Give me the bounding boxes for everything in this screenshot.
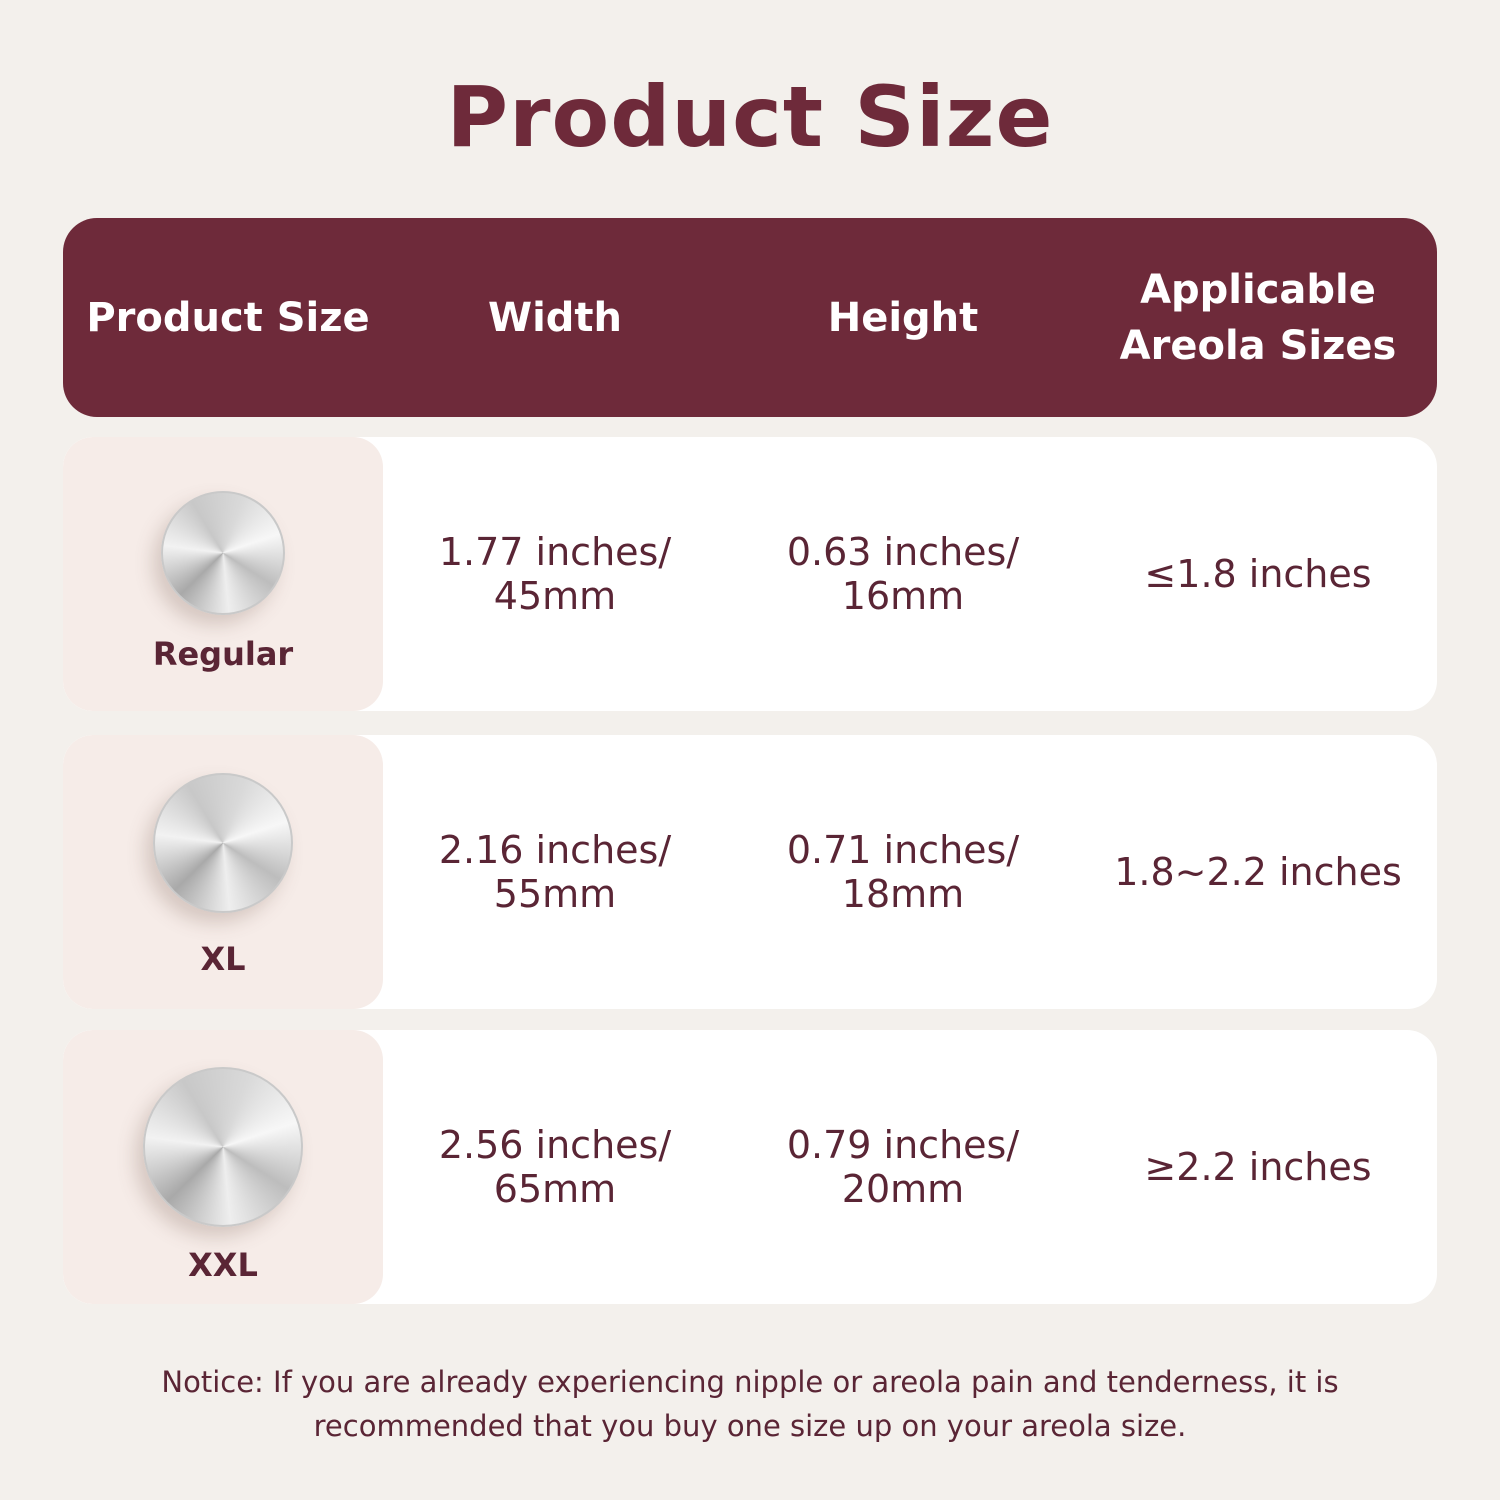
table-row: Regular 1.77 inches/ 45mm 0.63 inches/ 1… [63,437,1437,711]
header-width: Width [487,294,623,341]
product-image-xxl [143,1067,303,1227]
table-row: XL 2.16 inches/ 55mm 0.71 inches/ 18mm 1… [63,735,1437,1009]
areola-value: ≤1.8 inches [1144,552,1372,596]
table-header: Product Size Width Height Applicable Are… [63,218,1437,417]
size-cell: XXL [63,1030,383,1304]
areola-value: ≥2.2 inches [1144,1145,1372,1189]
table-row: XXL 2.56 inches/ 65mm 0.79 inches/ 20mm … [63,1030,1437,1304]
height-value: 0.63 inches/ 16mm [786,530,1020,618]
areola-value: 1.8~2.2 inches [1114,850,1402,894]
page-title: Product Size [446,68,1054,166]
size-cell: XL [63,735,383,1009]
notice-text: Notice: If you are already experiencing … [161,1365,1339,1443]
size-label: XXL [188,1246,258,1284]
size-label: XL [200,940,246,978]
width-value: 1.77 inches/ 45mm [438,530,672,618]
product-image-xl [153,773,293,913]
height-value: 0.71 inches/ 18mm [786,828,1020,916]
header-height: Height [827,294,979,341]
height-value: 0.79 inches/ 20mm [786,1123,1020,1211]
width-value: 2.56 inches/ 65mm [438,1123,672,1211]
width-value: 2.16 inches/ 55mm [438,828,672,916]
header-areola: Applicable Areola Sizes [1119,266,1397,369]
size-label: Regular [152,635,294,673]
product-image-regular [161,491,285,615]
size-cell: Regular [63,437,383,711]
header-product-size: Product Size [86,294,370,341]
